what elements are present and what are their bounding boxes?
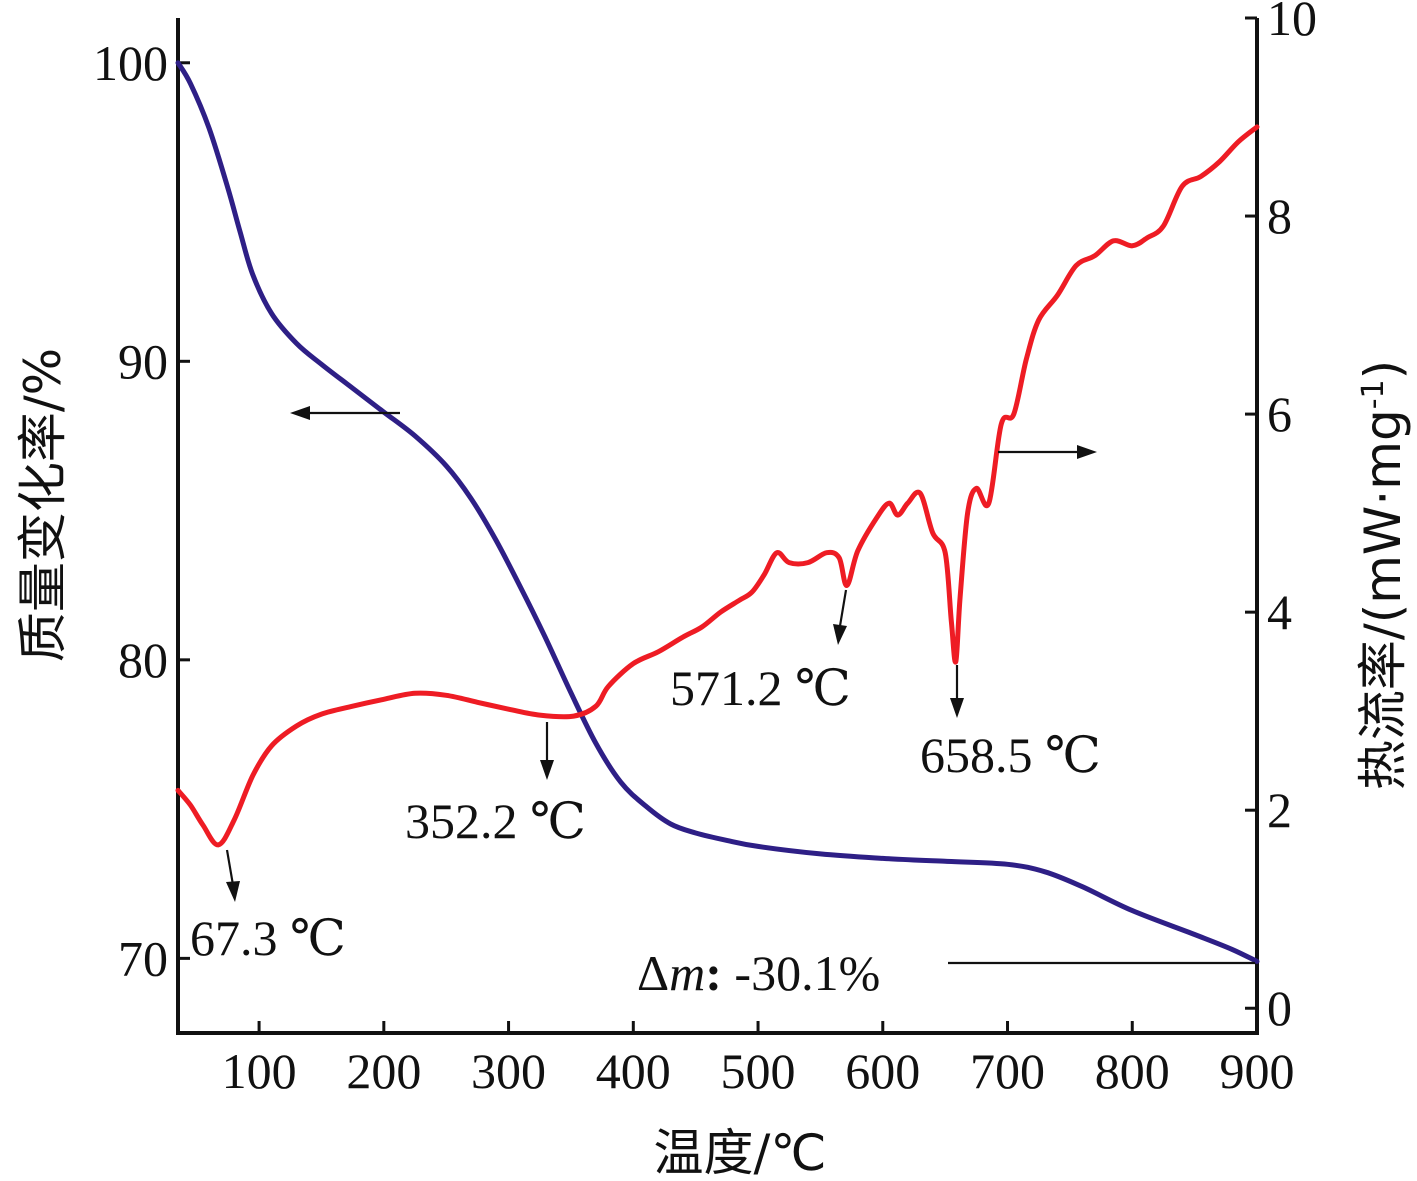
annotation-peak-352-2: 352.2 ℃: [405, 722, 586, 849]
x-axis-title: 温度/℃: [654, 1124, 827, 1181]
series-mass-change-line: [175, 60, 1260, 964]
y-left-axis-ticks: 70 80 90 100: [93, 35, 190, 986]
x-tick-label-400: 400: [596, 1043, 671, 1099]
y-left-tick-label-100: 100: [93, 35, 168, 91]
y-right-tick-label-4: 4: [1267, 584, 1292, 640]
annotation-peak-67-3: 67.3 ℃: [190, 849, 346, 966]
y-right-tick-label-10: 10: [1267, 0, 1317, 46]
x-axis-ticks: 100 200 300 400 500 600 700 800 900: [222, 1021, 1295, 1099]
right-axis-indicator-arrow: [998, 445, 1097, 459]
x-tick-label-100: 100: [222, 1043, 297, 1099]
annotation-label-352-2: 352.2 ℃: [405, 793, 586, 849]
y-right-axis-ticks: 0 2 4 6 8 10: [1245, 0, 1317, 1036]
annotation-peak-571-2: 571.2 ℃: [670, 589, 851, 716]
x-tick-label-800: 800: [1095, 1043, 1170, 1099]
y-left-axis-title: 质量变化率/%: [14, 348, 72, 662]
annotation-label-571-2: 571.2 ℃: [670, 660, 851, 716]
series-heat-flow-line: [175, 124, 1260, 848]
left-axis-indicator-arrow: [290, 406, 400, 420]
x-tick-label-500: 500: [721, 1043, 796, 1099]
x-tick-label-300: 300: [471, 1043, 546, 1099]
y-right-axis-title: 热流率/(mW·mg-1): [1354, 360, 1412, 790]
x-tick-label-200: 200: [346, 1043, 421, 1099]
annotation-peak-658-5: 658.5 ℃: [920, 665, 1101, 783]
y-right-tick-label-6: 6: [1267, 386, 1292, 442]
annotation-label-67-3: 67.3 ℃: [190, 910, 346, 966]
mass-change-annotation: Δm: -30.1%: [637, 945, 1255, 1001]
mass-change-label: Δm: -30.1%: [637, 945, 880, 1001]
y-right-tick-label-2: 2: [1267, 782, 1292, 838]
y-left-tick-label-80: 80: [118, 632, 168, 688]
y-right-tick-label-0: 0: [1267, 980, 1292, 1036]
x-tick-label-600: 600: [845, 1043, 920, 1099]
y-right-tick-label-8: 8: [1267, 188, 1292, 244]
y-left-tick-label-70: 70: [118, 930, 168, 986]
x-tick-label-900: 900: [1220, 1043, 1295, 1099]
x-tick-label-700: 700: [970, 1043, 1045, 1099]
y-left-tick-label-90: 90: [118, 333, 168, 389]
annotation-label-658-5: 658.5 ℃: [920, 727, 1101, 783]
